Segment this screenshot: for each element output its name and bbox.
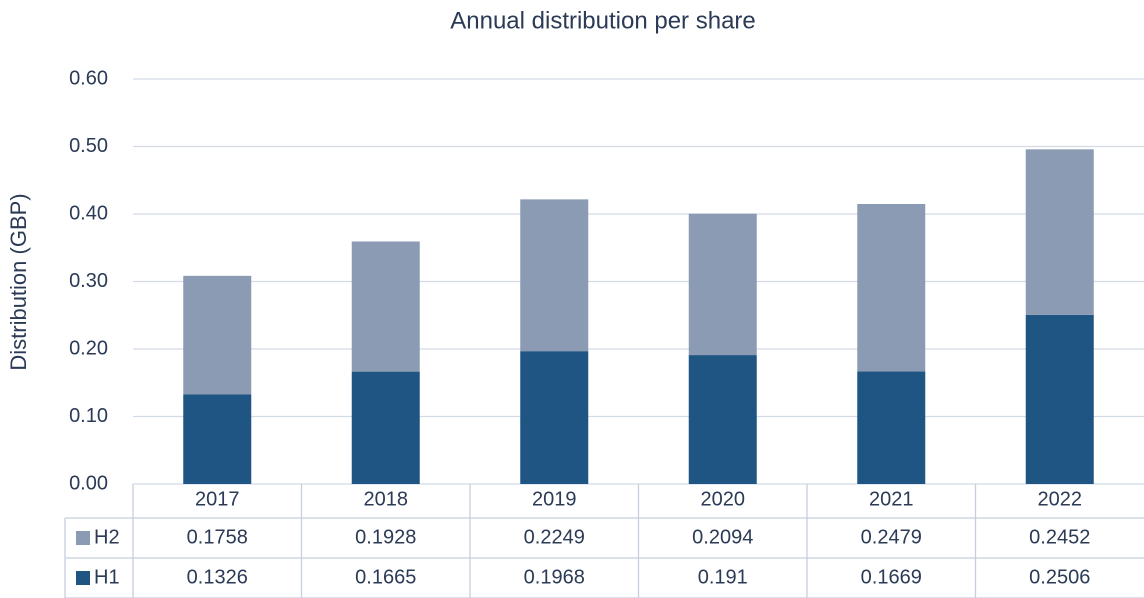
table-value: 0.1928 [355, 526, 416, 548]
table-value: 0.2479 [861, 526, 922, 548]
bar-segment [1025, 314, 1094, 484]
table-value: 0.2249 [524, 526, 585, 548]
y-tick-label: 0.10 [69, 405, 108, 427]
table-value: 0.1669 [861, 566, 922, 588]
bar-segment [857, 204, 926, 372]
table-value: 0.2506 [1029, 566, 1090, 588]
bar-segment [688, 213, 757, 356]
bar-segment [351, 371, 420, 484]
bar-segment [520, 351, 589, 484]
y-tick-label: 0.60 [69, 67, 108, 89]
table-value: 0.1758 [187, 526, 248, 548]
chart-title: Annual distribution per share [450, 7, 756, 34]
y-axis-label: Distribution (GBP) [6, 193, 31, 370]
bar-segment [183, 275, 252, 395]
y-tick-label: 0.50 [69, 135, 108, 157]
bar-segment [857, 371, 926, 484]
table-value: 0.1968 [524, 566, 585, 588]
table-value: 0.1665 [355, 566, 416, 588]
y-tick-label: 0.00 [69, 472, 108, 494]
legend-label: H1 [94, 566, 120, 588]
x-tick-label: 2017 [195, 488, 240, 510]
x-tick-label: 2022 [1038, 488, 1083, 510]
legend-swatch [76, 531, 90, 545]
bar-segment [183, 394, 252, 484]
y-tick-label: 0.40 [69, 202, 108, 224]
y-tick-label: 0.30 [69, 270, 108, 292]
bar-segment [520, 199, 589, 352]
table-value: 0.191 [698, 566, 748, 588]
y-tick-label: 0.20 [69, 337, 108, 359]
table-value: 0.1326 [187, 566, 248, 588]
bar-segment [688, 355, 757, 484]
x-tick-label: 2018 [364, 488, 409, 510]
legend-label: H2 [94, 526, 120, 548]
table-value: 0.2094 [692, 526, 753, 548]
x-tick-label: 2019 [532, 488, 577, 510]
bar-segment [1025, 149, 1094, 315]
table-value: 0.2452 [1029, 526, 1090, 548]
bar-segment [351, 241, 420, 372]
legend-swatch [76, 571, 90, 585]
x-tick-label: 2020 [701, 488, 746, 510]
x-tick-label: 2021 [869, 488, 914, 510]
